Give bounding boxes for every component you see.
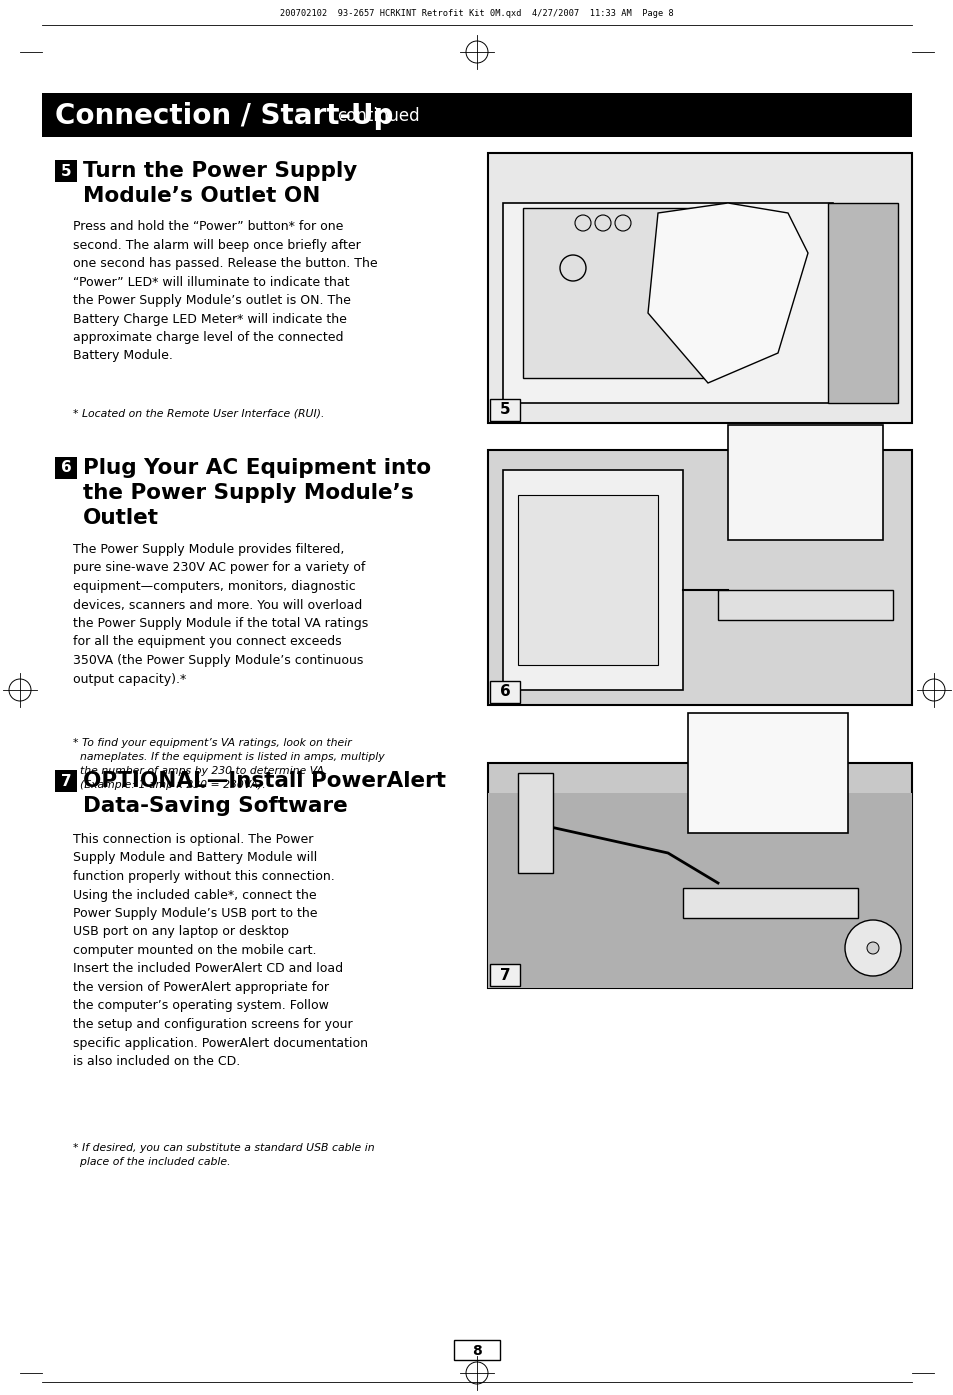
- Bar: [490, 964, 519, 986]
- Text: * If desired, you can substitute a standard USB cable in
  place of the included: * If desired, you can substitute a stand…: [73, 1143, 375, 1168]
- Text: 7: 7: [61, 773, 71, 788]
- Text: Plug Your AC Equipment into: Plug Your AC Equipment into: [83, 458, 431, 478]
- Circle shape: [866, 942, 878, 954]
- Bar: [682, 889, 857, 918]
- Text: * To find your equipment’s VA ratings, look on their
  nameplates. If the equipm: * To find your equipment’s VA ratings, l…: [73, 738, 384, 790]
- Text: continued: continued: [336, 107, 419, 126]
- Bar: [42, 93, 911, 137]
- Bar: [490, 399, 519, 421]
- Text: This connection is optional. The Power
Supply Module and Battery Module will
fun: This connection is optional. The Power S…: [73, 833, 368, 1069]
- Bar: [517, 495, 658, 665]
- Bar: [502, 470, 682, 691]
- Text: Turn the Power Supply: Turn the Power Supply: [83, 160, 356, 181]
- Text: 5: 5: [61, 163, 71, 179]
- Text: Outlet: Outlet: [83, 508, 159, 527]
- Text: 6: 6: [499, 685, 510, 699]
- Text: 8: 8: [472, 1343, 481, 1357]
- Text: Data-Saving Software: Data-Saving Software: [83, 797, 348, 816]
- Bar: [454, 1341, 499, 1360]
- Bar: [55, 458, 77, 478]
- Polygon shape: [488, 792, 911, 988]
- Text: * Located on the Remote User Interface (RUI).: * Located on the Remote User Interface (…: [73, 407, 324, 418]
- Bar: [517, 773, 553, 873]
- Text: 7: 7: [499, 968, 510, 982]
- Bar: [488, 763, 911, 988]
- Text: Press and hold the “Power” button* for one
second. The alarm will beep once brie: Press and hold the “Power” button* for o…: [73, 220, 377, 363]
- Bar: [488, 451, 911, 704]
- Text: 200702102  93-2657 HCRKINT Retrofit Kit 0M.qxd  4/27/2007  11:33 AM  Page 8: 200702102 93-2657 HCRKINT Retrofit Kit 0…: [280, 10, 673, 18]
- Bar: [827, 204, 897, 403]
- Text: Connection / Start-Up: Connection / Start-Up: [55, 102, 393, 130]
- Bar: [727, 425, 882, 540]
- Bar: [55, 770, 77, 792]
- Bar: [490, 681, 519, 703]
- Bar: [55, 160, 77, 181]
- Bar: [522, 208, 712, 378]
- Bar: [502, 204, 832, 403]
- Text: 5: 5: [499, 403, 510, 417]
- Bar: [687, 713, 847, 833]
- Polygon shape: [647, 204, 807, 384]
- Text: 6: 6: [61, 460, 71, 476]
- Text: Module’s Outlet ON: Module’s Outlet ON: [83, 186, 320, 206]
- Text: The Power Supply Module provides filtered,
pure sine-wave 230V AC power for a va: The Power Supply Module provides filtere…: [73, 543, 368, 685]
- Bar: [488, 153, 911, 423]
- Text: OPTIONAL—Install PowerAlert: OPTIONAL—Install PowerAlert: [83, 771, 446, 791]
- Bar: [718, 590, 892, 619]
- Text: the Power Supply Module’s: the Power Supply Module’s: [83, 483, 414, 504]
- Circle shape: [844, 919, 900, 976]
